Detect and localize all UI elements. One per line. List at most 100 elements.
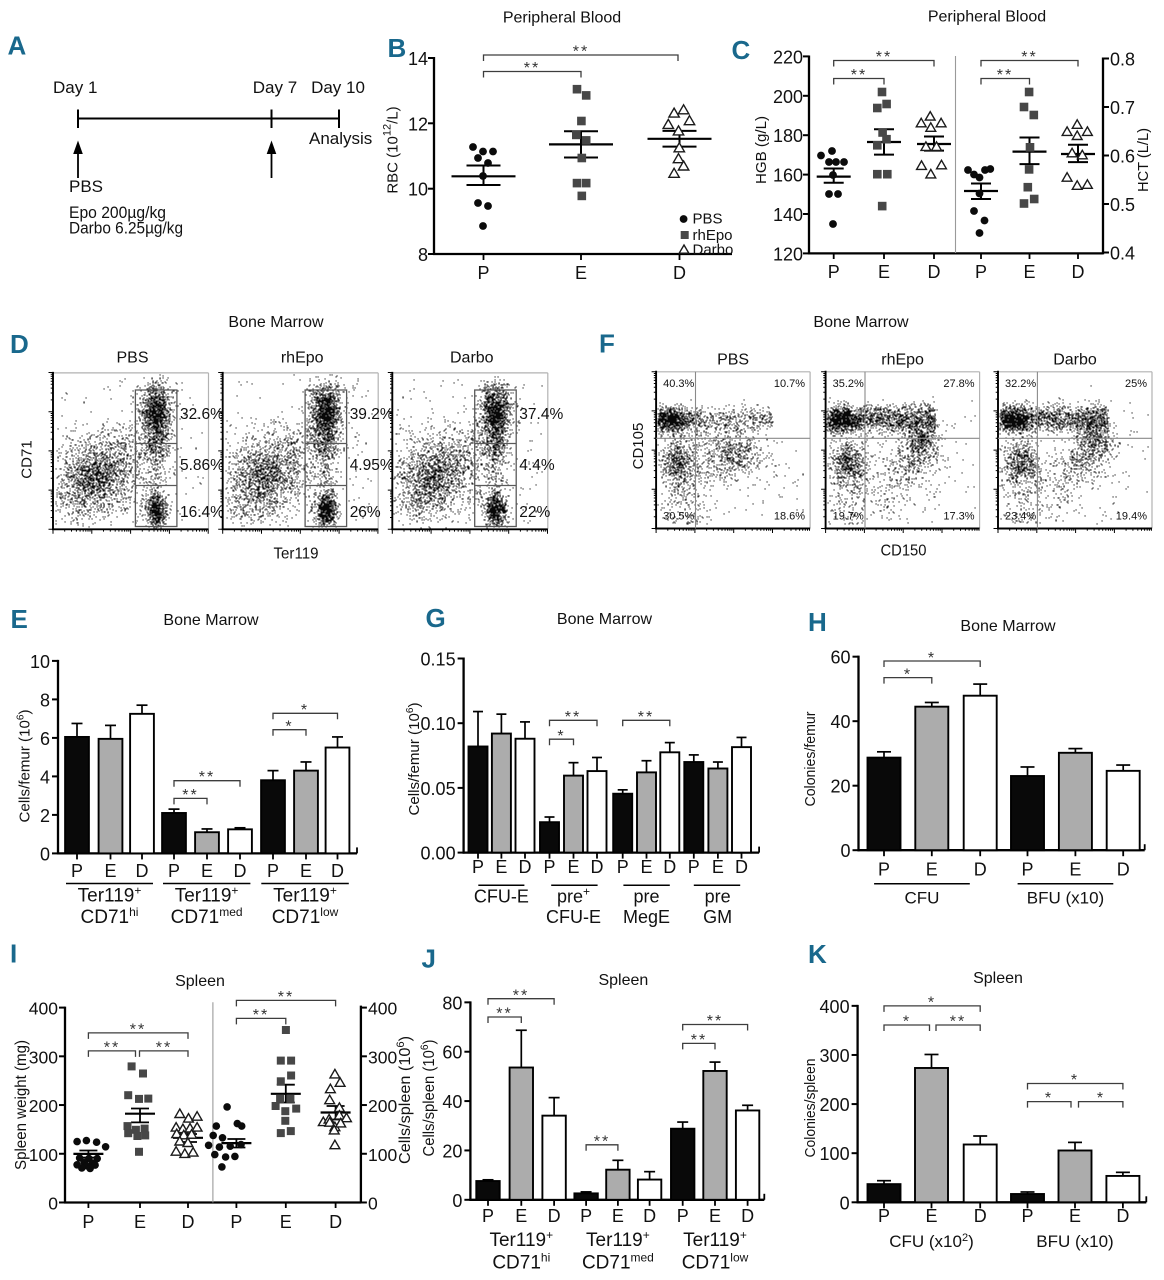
svg-text:10.7%: 10.7% — [774, 378, 805, 390]
svg-text:0: 0 — [40, 844, 50, 864]
svg-text:CFU-E: CFU-E — [474, 886, 529, 906]
svg-text:P: P — [267, 861, 279, 881]
svg-text:P: P — [580, 1206, 592, 1226]
svg-text:26%: 26% — [350, 504, 381, 521]
svg-text:*: * — [1097, 1090, 1105, 1107]
svg-text:PBS: PBS — [693, 211, 723, 228]
svg-text:**: ** — [691, 1032, 707, 1049]
svg-text:D: D — [182, 1212, 195, 1232]
svg-text:100: 100 — [820, 1144, 850, 1164]
svg-text:E: E — [926, 860, 938, 880]
svg-text:**: ** — [156, 1040, 172, 1057]
svg-text:0.15: 0.15 — [421, 650, 456, 670]
svg-text:E: E — [567, 857, 579, 877]
svg-text:*: * — [301, 702, 309, 719]
svg-text:G: G — [426, 603, 446, 633]
svg-text:I: I — [10, 939, 17, 969]
svg-text:100: 100 — [29, 1145, 58, 1165]
svg-text:18.6%: 18.6% — [774, 511, 805, 523]
svg-text:E: E — [1023, 262, 1035, 282]
svg-text:P: P — [617, 857, 629, 877]
svg-text:rhEpo: rhEpo — [881, 351, 924, 368]
svg-text:Cells/femur (106): Cells/femur (106) — [16, 710, 34, 823]
svg-text:*: * — [1071, 1072, 1079, 1089]
svg-text:0: 0 — [840, 841, 850, 861]
svg-text:E: E — [104, 861, 116, 881]
svg-text:5.86%: 5.86% — [180, 457, 224, 474]
svg-text:CD71hi: CD71hi — [492, 1251, 550, 1274]
svg-text:100: 100 — [368, 1145, 397, 1165]
svg-text:Ter119+: Ter119+ — [683, 1228, 747, 1251]
svg-text:14: 14 — [408, 49, 428, 69]
svg-text:**: ** — [876, 49, 892, 66]
svg-text:0: 0 — [368, 1193, 378, 1213]
svg-text:PBS: PBS — [69, 177, 103, 196]
svg-text:MegE: MegE — [623, 907, 670, 927]
svg-text:Spleen: Spleen — [175, 973, 225, 990]
svg-text:0: 0 — [840, 1193, 850, 1213]
svg-text:0.8: 0.8 — [1110, 50, 1135, 70]
svg-text:10: 10 — [408, 180, 428, 200]
svg-text:0.10: 0.10 — [421, 714, 456, 734]
svg-text:80: 80 — [442, 993, 462, 1013]
svg-text:60: 60 — [442, 1043, 462, 1063]
svg-text:P: P — [828, 262, 840, 282]
svg-text:HCT (L/L): HCT (L/L) — [1135, 128, 1152, 192]
svg-text:37.4%: 37.4% — [519, 406, 563, 423]
svg-text:E: E — [515, 1206, 527, 1226]
svg-text:Darbo: Darbo — [1053, 351, 1097, 368]
svg-text:Analysis: Analysis — [309, 129, 372, 148]
svg-text:E: E — [612, 1206, 624, 1226]
svg-text:120: 120 — [773, 244, 803, 264]
svg-text:60: 60 — [830, 648, 850, 668]
svg-text:Cells/spleen (106): Cells/spleen (106) — [395, 1036, 414, 1164]
svg-text:23.4%: 23.4% — [1005, 511, 1036, 523]
svg-text:Day 10: Day 10 — [311, 78, 365, 97]
svg-text:**: ** — [278, 989, 294, 1006]
svg-text:E: E — [925, 1206, 937, 1226]
svg-text:P: P — [477, 263, 489, 283]
svg-text:BFU (x10): BFU (x10) — [1027, 889, 1104, 908]
svg-text:*: * — [928, 995, 936, 1012]
svg-text:10: 10 — [30, 652, 50, 672]
svg-text:P: P — [878, 1206, 890, 1226]
svg-text:200: 200 — [773, 87, 803, 107]
svg-text:D: D — [673, 263, 686, 283]
svg-text:Bone Marrow: Bone Marrow — [228, 314, 324, 331]
svg-text:RBC (1012/L): RBC (1012/L) — [382, 106, 402, 193]
svg-text:Colonies/spleen: Colonies/spleen — [802, 1059, 819, 1158]
svg-text:*: * — [903, 1014, 911, 1031]
svg-text:rhEpo: rhEpo — [693, 227, 733, 244]
svg-text:0: 0 — [452, 1191, 462, 1211]
svg-text:J: J — [422, 944, 436, 974]
svg-text:4.4%: 4.4% — [519, 457, 555, 474]
svg-text:P: P — [975, 262, 987, 282]
svg-text:Day 7: Day 7 — [253, 78, 297, 97]
svg-text:P: P — [688, 857, 700, 877]
svg-text:**: ** — [997, 67, 1013, 84]
svg-text:0.7: 0.7 — [1110, 98, 1135, 118]
svg-text:Bone Marrow: Bone Marrow — [960, 618, 1056, 635]
svg-text:**: ** — [130, 1022, 146, 1039]
svg-text:P: P — [543, 857, 555, 877]
svg-text:P: P — [1021, 860, 1033, 880]
svg-text:200: 200 — [368, 1096, 397, 1116]
svg-text:pre: pre — [705, 886, 731, 906]
svg-text:GM: GM — [703, 907, 732, 927]
svg-text:300: 300 — [29, 1047, 58, 1067]
svg-text:Bone Marrow: Bone Marrow — [813, 314, 909, 331]
svg-text:Ter119: Ter119 — [274, 546, 319, 563]
svg-text:CD150: CD150 — [881, 542, 927, 559]
svg-text:39.2%: 39.2% — [350, 406, 394, 423]
svg-text:Spleen: Spleen — [598, 972, 648, 989]
svg-text:400: 400 — [368, 999, 397, 1019]
svg-text:Spleen weight (mg): Spleen weight (mg) — [13, 1040, 30, 1170]
svg-text:Ter119+: Ter119+ — [175, 883, 239, 906]
svg-text:140: 140 — [773, 205, 803, 225]
svg-text:P: P — [878, 860, 890, 880]
svg-text:**: ** — [199, 769, 215, 786]
svg-text:Bone Marrow: Bone Marrow — [163, 612, 259, 629]
svg-text:**: ** — [573, 44, 589, 61]
svg-text:Ter119+: Ter119+ — [489, 1228, 553, 1251]
svg-text:D: D — [234, 861, 247, 881]
